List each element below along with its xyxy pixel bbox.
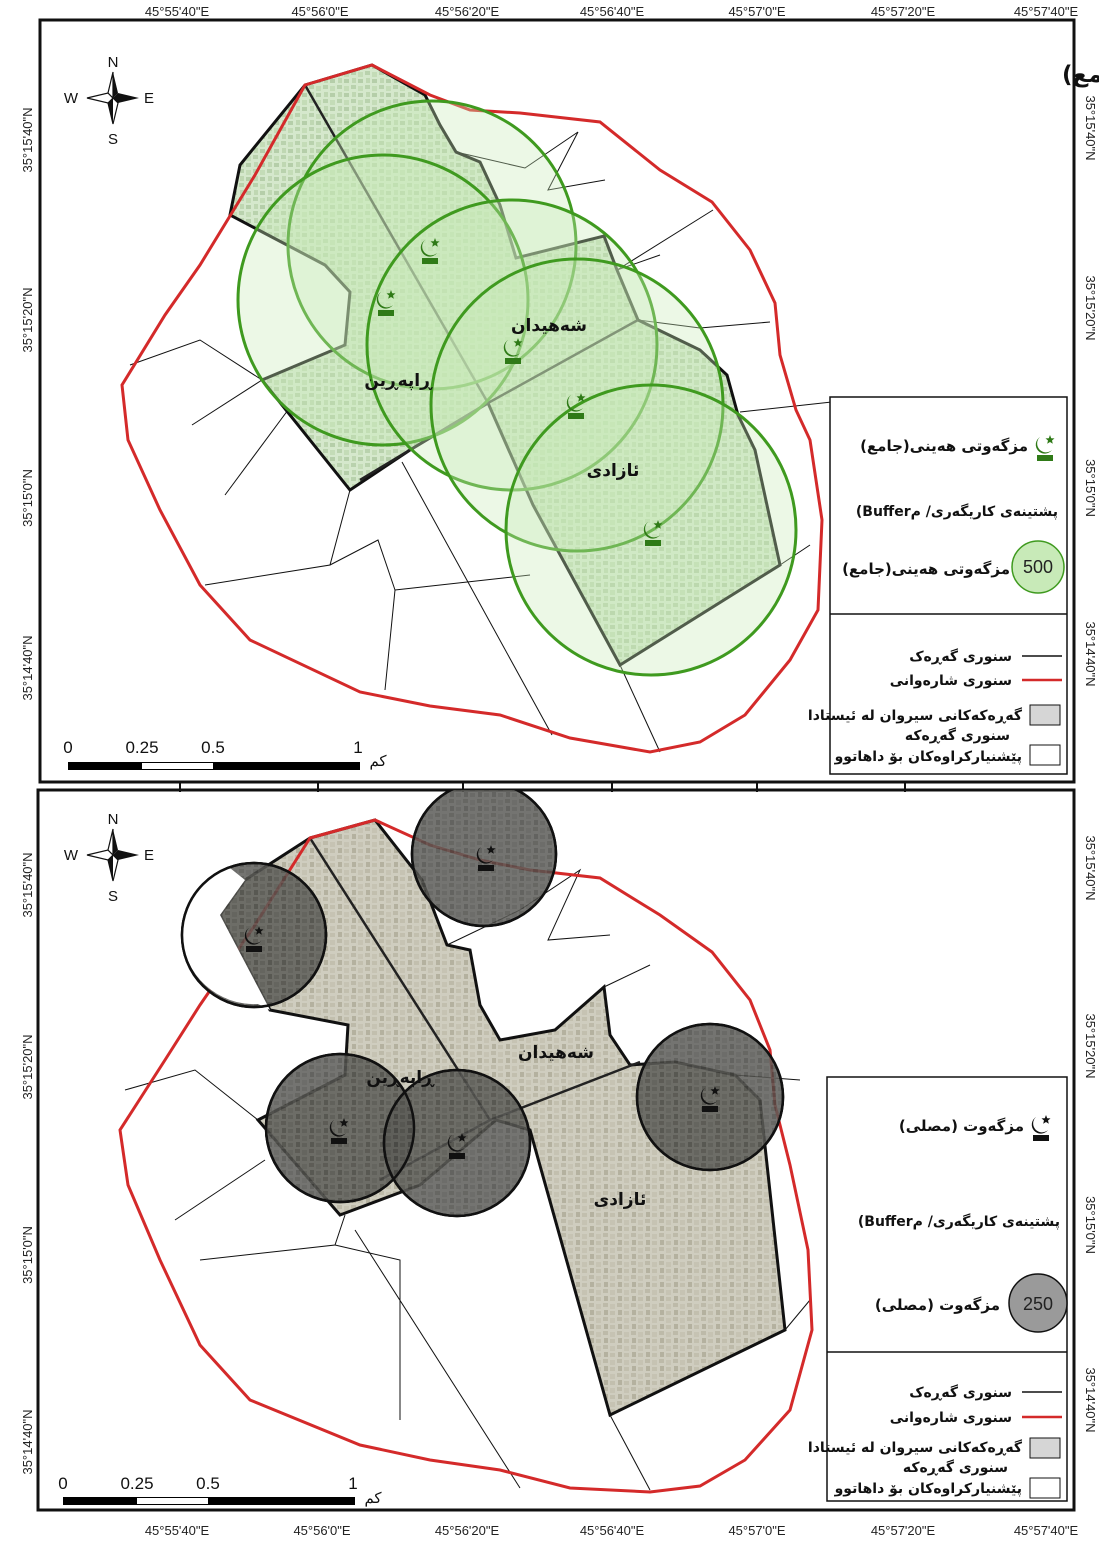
map-top: ڕاپەڕین شەهیدان ئازادی مزگەتی هەینی(جامع… [20, 18, 1099, 784]
svg-text:35°15'20"N: 35°15'20"N [20, 1034, 35, 1099]
svg-text:E: E [144, 90, 154, 107]
svg-text:45°56'20"E: 45°56'20"E [435, 1523, 500, 1538]
svg-text:کم: کم [369, 753, 387, 770]
svg-text:45°57'40"E: 45°57'40"E [1014, 4, 1079, 19]
north-arrow-top: N S E W [64, 54, 154, 148]
svg-text:35°15'20"N: 35°15'20"N [1083, 1013, 1098, 1078]
label-azadi-top: ئازادی [587, 461, 640, 481]
legend2-municipal-line: سنوری شارەوانی [890, 1410, 1012, 1426]
svg-text:45°57'20"E: 45°57'20"E [871, 4, 936, 19]
municipal-boundary-bottom [118, 818, 814, 1494]
svg-text:45°55'40"E: 45°55'40"E [145, 1523, 210, 1538]
legend-buffer-label: مزگەوتی هەینی(جامع) [842, 560, 1010, 578]
legend-proposed: پێشنیارکراوەکان بۆ داهاتوو [834, 749, 1022, 765]
svg-text:35°14'40"N: 35°14'40"N [20, 635, 35, 700]
svg-text:35°15'0"N: 35°15'0"N [1083, 1196, 1098, 1254]
right-coords-top: 35°15'40"N 35°15'20"N 35°15'0"N 35°14'40… [1083, 95, 1098, 686]
legend-neighbourhood-line: سنوری گەڕەک [909, 648, 1012, 665]
svg-text:0.25: 0.25 [120, 1474, 153, 1493]
svg-text:0: 0 [63, 738, 72, 757]
legend2-neighbourhood-line: سنوری گەڕەک [909, 1384, 1012, 1401]
scale-bar-top: 0 0.25 0.5 1 کم [63, 738, 387, 770]
svg-text:45°57'0"E: 45°57'0"E [728, 4, 785, 19]
legend-mosque-label: مزگەوتی هەینی(جامع) [860, 437, 1028, 455]
label-raparin-bottom: ڕاپەڕین [366, 1068, 435, 1088]
municipal-boundary-top [120, 63, 824, 754]
legend-existing: گەڕەکەکانی سیروان لە ئیستادا [808, 707, 1023, 724]
svg-text:35°15'20"N: 35°15'20"N [20, 287, 35, 352]
legend2-mosque-label: مزگەوت (مصلی) [899, 1117, 1024, 1135]
svg-text:45°57'40"E: 45°57'40"E [1014, 1523, 1079, 1538]
svg-text:35°14'40"N: 35°14'40"N [20, 1409, 35, 1474]
svg-text:1: 1 [348, 1474, 357, 1493]
svg-text:0: 0 [58, 1474, 67, 1493]
label-raparin-top: ڕاپەڕین [364, 371, 433, 391]
legend2-proposed: پێشنیارکراوەکان بۆ داهاتوو [834, 1481, 1022, 1497]
legend-bottom: مزگەوت (مصلی) (Bufferپشتینەی کاریگەری/ م… [808, 1076, 1068, 1502]
svg-text:N: N [108, 54, 119, 71]
svg-text:N: N [108, 811, 119, 828]
scale-bar-bottom: 0 0.25 0.5 1 کم [58, 1474, 382, 1507]
svg-text:35°14'40"N: 35°14'40"N [1083, 1367, 1098, 1432]
legend2-buffer-label: مزگەوت (مصلی) [875, 1296, 1000, 1314]
svg-text:1: 1 [353, 738, 362, 757]
legend-buffer-value: 500 [1023, 557, 1053, 577]
svg-text:35°15'40"N: 35°15'40"N [20, 852, 35, 917]
left-coords-bottom: 35°15'40"N 35°15'20"N 35°15'0"N 35°14'40… [20, 852, 35, 1474]
svg-text:45°57'0"E: 45°57'0"E [728, 1523, 785, 1538]
svg-text:35°15'40"N: 35°15'40"N [1083, 835, 1098, 900]
svg-text:45°56'40"E: 45°56'40"E [580, 4, 645, 19]
svg-text:0.25: 0.25 [125, 738, 158, 757]
svg-text:45°56'20"E: 45°56'20"E [435, 4, 500, 19]
legend2-buffer-value: 250 [1023, 1294, 1053, 1314]
svg-text:W: W [64, 847, 79, 864]
svg-text:S: S [108, 888, 118, 905]
bottom-coords: 45°55'40"E 45°56'0"E 45°56'20"E 45°56'40… [145, 1523, 1079, 1538]
legend2-existing: گەڕەکەکانی سیروان لە ئیستادا [808, 1439, 1023, 1456]
svg-text:S: S [108, 131, 118, 148]
top-coords: 45°55'40"E 45°56'0"E 45°56'20"E 45°56'40… [145, 4, 1079, 19]
svg-text:45°57'20"E: 45°57'20"E [871, 1523, 936, 1538]
right-coords-bottom: 35°15'40"N 35°15'20"N 35°15'0"N 35°14'40… [1083, 835, 1098, 1432]
label-azadi-bottom: ئازادی [594, 1190, 647, 1210]
map-title: مزگەتی هەینی(جامع) [1062, 61, 1099, 88]
study-area-top [228, 63, 782, 668]
legend-boundary: سنوری گەڕەکە [905, 727, 1010, 744]
north-arrow-bottom: N S E W [64, 811, 154, 905]
label-shahidan-bottom: شەهیدان [518, 1043, 594, 1063]
buffers-500m [236, 99, 798, 677]
buffers-250m [180, 790, 785, 1218]
svg-text:W: W [64, 90, 79, 107]
map-bottom: ڕاپەڕین شەهیدان ئازادی N S E W مزگەوت (م… [20, 782, 1098, 1512]
legend-buffer-heading: (Bufferپشتینەی کاریگەری/ م [856, 503, 1058, 520]
svg-text:35°15'0"N: 35°15'0"N [20, 1226, 35, 1284]
svg-text:45°56'0"E: 45°56'0"E [293, 1523, 350, 1538]
svg-text:35°14'40"N: 35°14'40"N [1083, 621, 1098, 686]
legend-top: مزگەوتی هەینی(جامع) (Bufferپشتینەی کاریگ… [808, 396, 1068, 775]
label-shahidan-top: شەهیدان [511, 316, 587, 336]
svg-text:0.5: 0.5 [196, 1474, 220, 1493]
svg-text:45°56'0"E: 45°56'0"E [291, 4, 348, 19]
svg-text:کم: کم [364, 1490, 382, 1507]
legend-municipal-line: سنوری شارەوانی [890, 673, 1012, 689]
svg-text:35°15'40"N: 35°15'40"N [1083, 95, 1098, 160]
svg-text:35°15'20"N: 35°15'20"N [1083, 275, 1098, 340]
svg-text:35°15'0"N: 35°15'0"N [1083, 459, 1098, 517]
svg-text:0.5: 0.5 [201, 738, 225, 757]
legend2-buffer-heading: (Bufferپشتینەی کاریگەری/ م [858, 1213, 1060, 1230]
svg-text:E: E [144, 847, 154, 864]
neighbourhood-lines-top [129, 131, 851, 753]
left-coords-top: 35°15'40"N 35°15'20"N 35°15'0"N 35°14'40… [20, 107, 35, 700]
svg-text:35°15'40"N: 35°15'40"N [20, 107, 35, 172]
legend2-boundary: سنوری گەڕەکە [903, 1459, 1008, 1476]
svg-text:45°56'40"E: 45°56'40"E [580, 1523, 645, 1538]
svg-text:35°15'0"N: 35°15'0"N [20, 469, 35, 527]
svg-text:45°55'40"E: 45°55'40"E [145, 4, 210, 19]
